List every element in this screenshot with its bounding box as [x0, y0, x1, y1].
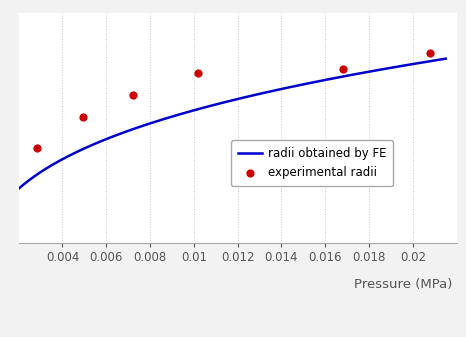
radii obtained by FE [403, 63, 409, 67]
Text: Pressure (MPa): Pressure (MPa) [354, 278, 452, 291]
Line: radii obtained by FE: radii obtained by FE [19, 59, 446, 189]
radii obtained by FE [269, 89, 274, 93]
radii obtained by FE [443, 57, 449, 61]
experimental radii [194, 70, 202, 76]
experimental radii [34, 145, 41, 151]
experimental radii [80, 114, 87, 120]
radii obtained by FE [270, 89, 276, 93]
Legend: radii obtained by FE, experimental radii: radii obtained by FE, experimental radii [231, 140, 393, 186]
radii obtained by FE [277, 87, 283, 91]
radii obtained by FE [16, 187, 21, 191]
experimental radii [339, 66, 347, 71]
experimental radii [427, 51, 434, 56]
radii obtained by FE [376, 68, 381, 72]
experimental radii [129, 92, 136, 98]
radii obtained by FE [17, 185, 23, 189]
